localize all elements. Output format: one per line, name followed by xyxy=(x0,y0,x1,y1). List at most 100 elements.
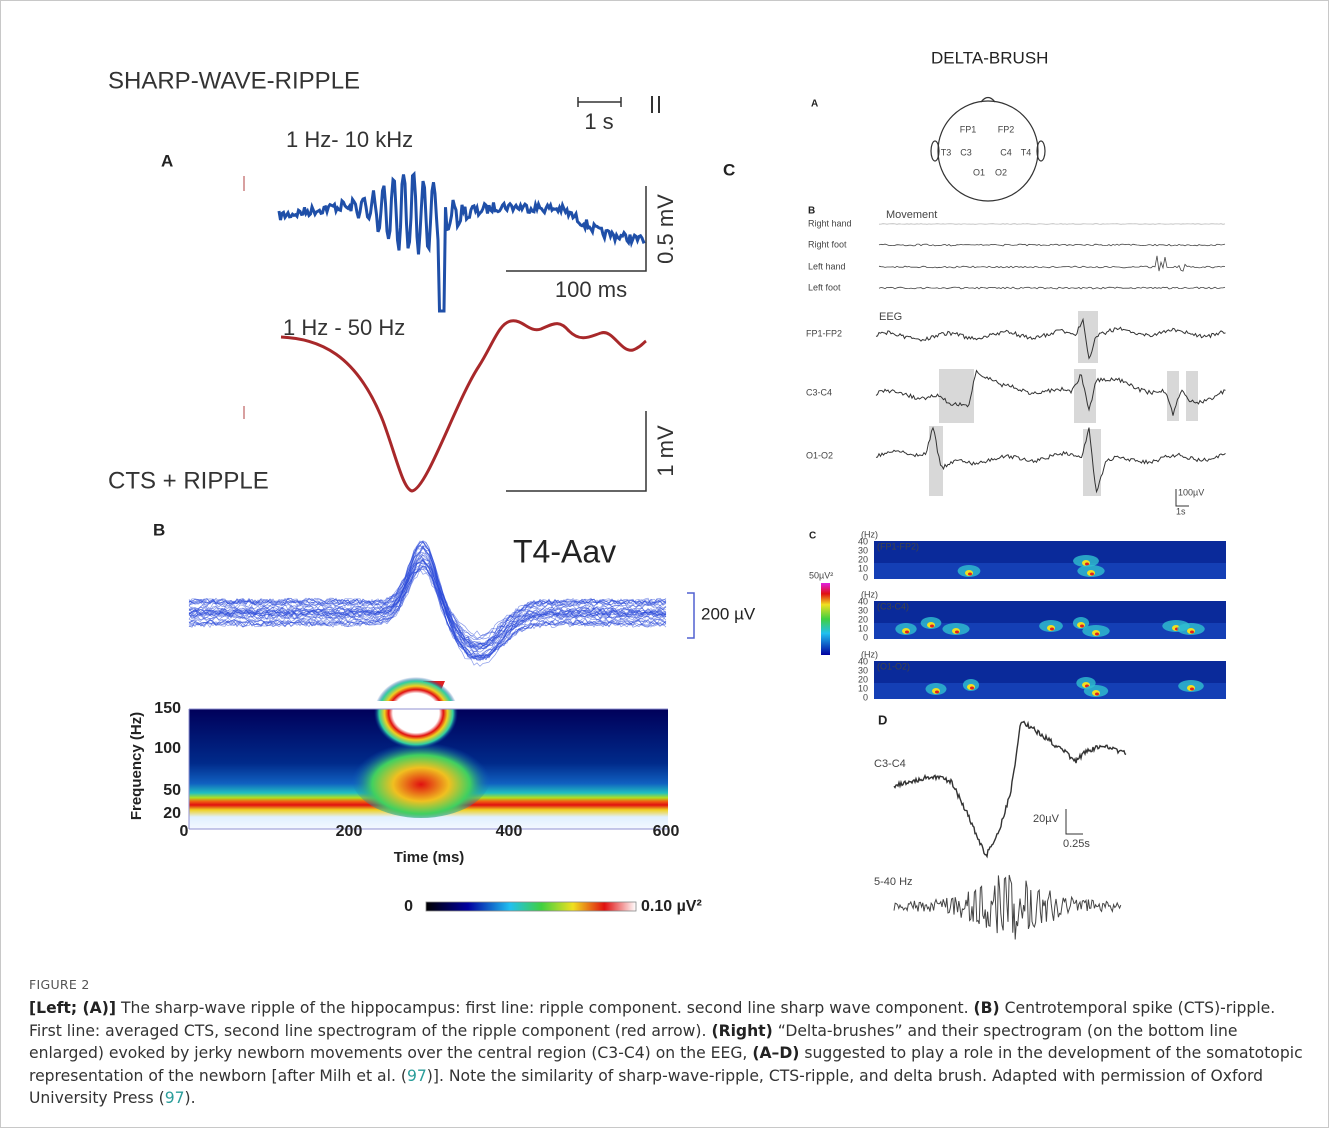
sub-label: D xyxy=(878,712,887,727)
figure-label: FIGURE 2 xyxy=(29,977,90,992)
x-tick-label: 600 xyxy=(653,823,680,840)
spectrogram-unit: (Hz) xyxy=(861,589,878,599)
sub-label: B xyxy=(808,206,815,217)
limb-trace xyxy=(878,286,1226,290)
limb-label: Left hand xyxy=(808,261,846,271)
y-tick-label: 150 xyxy=(154,700,181,717)
caption-bold: (Right) xyxy=(711,1021,773,1040)
electrode-label: O2 xyxy=(995,167,1007,177)
spectrogram-channel: (C3-C4) xyxy=(877,601,909,611)
spectrogram-tick: 20 xyxy=(858,674,868,684)
eeg-trace xyxy=(875,426,1226,494)
movement-label: Movement xyxy=(886,209,937,221)
band-label: 1 Hz - 50 Hz xyxy=(283,315,405,340)
channel-label: FP1-FP2 xyxy=(806,328,842,338)
limb-label: Left foot xyxy=(808,282,841,292)
spectrogram-unit: (Hz) xyxy=(861,529,878,539)
caption-bold: [Left; (A)] xyxy=(29,999,116,1017)
scale-label: 100 ms xyxy=(545,497,617,522)
eeg-trace xyxy=(875,369,1226,416)
spectrogram-channel: (FP1-FP2) xyxy=(877,541,919,551)
scale-label: 100µV xyxy=(1178,487,1204,497)
spectrogram-blob xyxy=(968,572,972,576)
spectrogram-tick: 20 xyxy=(858,614,868,624)
figure: SHARP-WAVE-RIPPLE A 1 Hz- 10 kHz 1 s 0.5… xyxy=(108,48,1226,940)
spectrogram-tick: 10 xyxy=(858,683,868,693)
scale-label: 200 µV xyxy=(701,604,756,623)
electrode-label: T4 xyxy=(1021,147,1032,157)
axis-label: Time (ms) xyxy=(394,849,465,866)
spectrogram-tick: 30 xyxy=(858,605,868,615)
spectrogram-blob xyxy=(955,630,959,634)
colorbar xyxy=(821,583,830,655)
sub-label: C xyxy=(809,531,816,542)
spectrogram-tick: 40 xyxy=(858,536,868,546)
reference-link[interactable]: 97 xyxy=(406,1066,427,1085)
y-tick-label: 20 xyxy=(163,805,181,822)
caption-bold: (B) xyxy=(973,999,1000,1017)
spectrogram-blob xyxy=(970,686,974,690)
scale-label: 0.5 mV xyxy=(653,194,678,264)
limb-trace xyxy=(878,243,1226,247)
caption-text: ). xyxy=(184,1089,196,1107)
limb-trace xyxy=(878,223,1226,225)
reference-link[interactable]: 97 xyxy=(164,1089,185,1107)
cts-sweep xyxy=(188,541,667,653)
electrode-label: T3 xyxy=(941,147,952,157)
caption-text: Centrotemporal spike (CTS)-ripple. First… xyxy=(29,999,1276,1040)
swr-title: SHARP-WAVE-RIPPLE xyxy=(108,67,360,94)
electrode-label: FP2 xyxy=(998,124,1015,134)
scale-label: 1s xyxy=(1176,506,1186,516)
cts-sweep xyxy=(188,554,667,651)
movement-traces: Right hand Right foot Left hand Left foot xyxy=(808,218,1226,292)
spectrogram-unit: (Hz) xyxy=(861,649,878,659)
caption-text: )]. Note the similarity of sharp-wave-ri… xyxy=(29,1066,1264,1108)
electrode-label: O1 xyxy=(973,167,985,177)
ear xyxy=(930,140,940,162)
spectrogram-channel: (O1-O2) xyxy=(877,661,910,671)
spectrogram-tick: 0 xyxy=(863,692,868,702)
eeg-trace xyxy=(875,317,1226,360)
spectrogram-tick: 0 xyxy=(863,632,868,642)
caption-text: The sharp-wave ripple of the hippocampus… xyxy=(116,999,974,1017)
scale-label: 1 mV xyxy=(653,425,678,477)
caption-text: suggested to play a role in the developm… xyxy=(29,1044,1303,1085)
highlight xyxy=(939,369,974,423)
caption: [Left; (A)] The sharp-wave ripple of the… xyxy=(29,997,1304,1110)
electrode-label: FP1 xyxy=(960,124,977,134)
caption-bold: (A–D) xyxy=(752,1044,800,1062)
sub-label: A xyxy=(811,99,818,110)
spectrogram-tick: 20 xyxy=(858,554,868,564)
highlight xyxy=(1083,429,1101,496)
colorbar-label: 50µV² xyxy=(809,570,833,580)
spectrogram-blob xyxy=(1190,630,1194,634)
spectrogram-blob xyxy=(1190,687,1194,691)
spectrogram-tick: 10 xyxy=(858,563,868,573)
x-tick-label: 400 xyxy=(496,823,523,840)
panel-label: C xyxy=(723,160,735,179)
scale-bar xyxy=(506,411,647,492)
x-tick-label: 200 xyxy=(336,823,363,840)
caption-text: “Delta-brushes” and their spectrogram (o… xyxy=(29,1021,1238,1063)
electrode-label: C3 xyxy=(960,147,972,157)
scale-label: 20µV xyxy=(1033,813,1060,825)
cts-sweep xyxy=(188,561,667,637)
spectrogram-blob xyxy=(1080,624,1084,628)
colorbar-label: 0 xyxy=(404,898,413,915)
spectrogram-blob xyxy=(905,630,909,634)
panel-title: DELTA-BRUSH xyxy=(931,48,1048,67)
cts-overlay xyxy=(188,540,667,667)
limb-label: Right hand xyxy=(808,218,852,228)
eeg-traces: FP1-FP2 C3-C4 O1-O2 xyxy=(806,317,1226,494)
channel-label: T4-Aav xyxy=(513,533,616,569)
cts-sweep xyxy=(188,568,667,661)
spectrogram-tick: 10 xyxy=(858,623,868,633)
channel-label: C3-C4 xyxy=(806,387,832,397)
panel-label: B xyxy=(153,520,165,539)
delta-brush-trace xyxy=(893,720,1127,859)
band-label: 1 Hz- 10 kHz xyxy=(286,127,413,152)
axis-label: Frequency (Hz) xyxy=(128,712,145,820)
ear xyxy=(1036,140,1046,162)
ripple-trace xyxy=(277,170,646,313)
